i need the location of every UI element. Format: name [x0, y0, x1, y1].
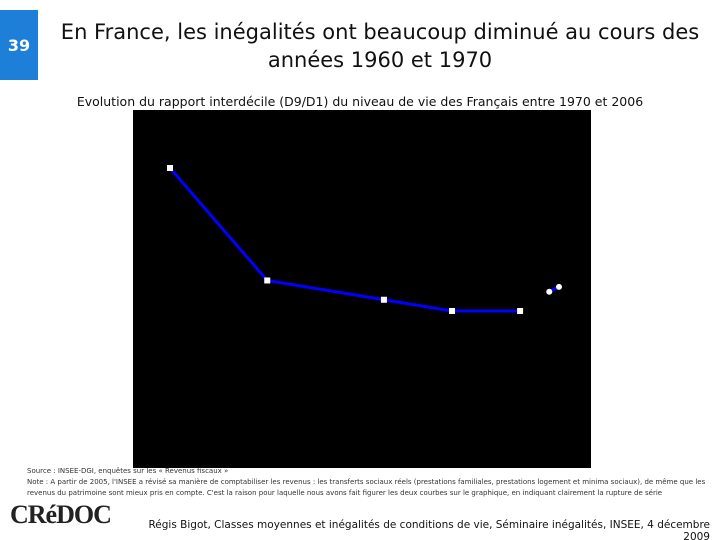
data-point [556, 283, 562, 290]
data-point [449, 308, 456, 314]
data-point [167, 165, 173, 171]
data-point [546, 288, 553, 295]
slide-number: 39 [0, 10, 38, 80]
logo: CRéDOC [10, 500, 112, 529]
data-point [380, 296, 387, 303]
data-point [517, 308, 524, 314]
data-point [264, 277, 271, 284]
note: Note : A partir de 2005, l'INSEE a révis… [27, 478, 706, 497]
source: Source : INSEE-DGI, enquêtes sur les « R… [27, 467, 229, 475]
footer: Régis Bigot, Classes moyennes et inégali… [148, 519, 710, 540]
slide-title: En France, les inégalités ont beaucoup d… [60, 20, 700, 72]
plot-background [133, 110, 591, 468]
chart-subtitle: Evolution du rapport interdécile (D9/D1)… [76, 94, 644, 109]
